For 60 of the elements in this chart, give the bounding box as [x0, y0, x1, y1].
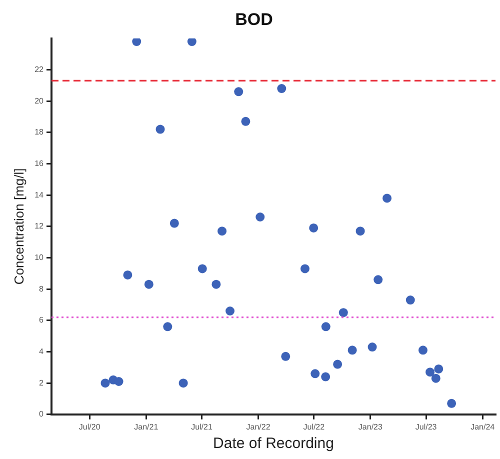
x-tick-label: Jul/22 [303, 422, 326, 432]
point [256, 212, 265, 222]
point [368, 342, 377, 352]
y-tick-label: 12 [34, 222, 44, 231]
point [132, 38, 142, 46]
point [234, 87, 244, 96]
y-tick-label: 4 [39, 346, 44, 356]
point [218, 226, 227, 236]
point [212, 280, 221, 289]
point [241, 116, 250, 126]
point [338, 308, 348, 318]
point [309, 223, 318, 232]
y-tick-label: 0 [39, 410, 44, 419]
y-tick-label: 16 [34, 158, 44, 168]
point [156, 124, 165, 134]
y-tick-label: 22 [34, 64, 44, 74]
point [300, 264, 310, 274]
point [418, 346, 428, 355]
x-tick-label: Jul/21 [191, 422, 213, 432]
point [321, 372, 330, 382]
point [321, 322, 330, 332]
point [348, 346, 357, 355]
point [426, 368, 435, 377]
x-tick-label: Jul/20 [78, 422, 101, 432]
point [100, 378, 110, 388]
x-axis-title: Date of Recording [213, 435, 334, 452]
point [187, 38, 196, 46]
point [310, 369, 320, 378]
y-tick-label: 18 [34, 128, 44, 137]
point [170, 218, 179, 228]
point [277, 84, 286, 94]
y-axis-title: Concentration [mg/l] [11, 168, 26, 285]
point [382, 194, 392, 203]
y-tick-label: 10 [34, 252, 44, 262]
point [374, 275, 383, 284]
point [356, 226, 365, 236]
y-tick-label: 8 [39, 284, 44, 294]
x-tick-label: Jul/23 [415, 422, 438, 432]
point [178, 378, 188, 388]
point [434, 364, 444, 374]
x-tick-label: Jan/24 [470, 422, 496, 432]
point [144, 280, 154, 289]
point [431, 374, 440, 383]
x-tick-label: Jan/23 [358, 422, 383, 432]
point [123, 270, 132, 280]
y-tick-label: 20 [34, 96, 44, 106]
point [114, 377, 124, 386]
point [163, 322, 172, 332]
y-tick-label: 14 [34, 190, 44, 200]
point [333, 360, 342, 369]
point [226, 306, 235, 316]
point [406, 296, 415, 305]
y-tick-label: 2 [39, 378, 44, 388]
y-tick-label: 6 [39, 316, 44, 325]
point [447, 398, 456, 408]
point [281, 352, 290, 361]
x-tick-label: Jan/21 [134, 422, 159, 432]
point [198, 264, 207, 274]
chart-title: BOD [235, 10, 273, 29]
x-tick-label: Jan/22 [246, 422, 271, 432]
